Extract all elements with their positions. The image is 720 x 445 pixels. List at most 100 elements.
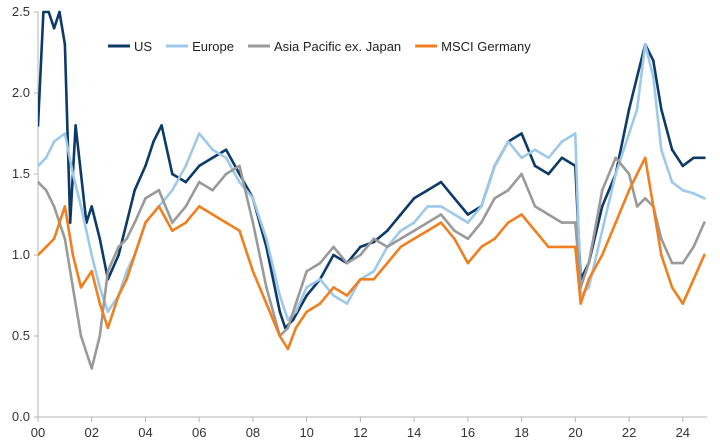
data-point [184,180,188,184]
data-point [660,148,663,151]
data-point [635,107,639,111]
x-tick-label: 12 [353,425,367,440]
data-point [560,245,564,249]
data-point [520,213,523,216]
data-point [117,245,120,249]
data-point [670,286,674,289]
series-line [38,156,706,370]
data-point [171,229,174,232]
data-point [197,180,201,184]
data-point [52,205,56,208]
data-point [614,156,617,160]
data-point [90,253,93,257]
data-point [98,334,102,338]
data-point [157,188,161,192]
data-point [71,172,75,176]
data-point [305,286,309,289]
data-point [386,229,389,232]
data-point [332,253,335,257]
data-point [345,294,349,297]
data-point [574,245,577,249]
data-point [480,245,483,249]
data-point [238,229,241,232]
legend-item: Europe [166,39,234,54]
data-point [332,245,335,249]
data-point [412,237,416,241]
data-point [466,261,470,265]
data-point [426,188,429,192]
data-point [533,164,537,168]
data-point [439,221,443,224]
x-tick-label: 08 [246,425,260,440]
data-point [345,261,349,265]
data-point [506,221,510,224]
data-point [133,253,136,257]
data-point [670,148,674,151]
data-point [71,253,75,257]
data-point [600,188,604,192]
data-point [439,180,443,184]
data-point [278,294,282,297]
data-point [79,286,83,289]
data-point [58,10,61,14]
data-point [399,245,403,249]
data-point [493,237,497,241]
data-point [184,221,188,224]
data-point [426,205,429,208]
y-tick-label: 1.5 [12,166,30,181]
data-point [547,213,550,216]
data-point [386,261,389,265]
data-point [79,205,83,208]
legend: US Europe Asia Pacific ex. Japan MSCI Germa… [108,39,531,54]
data-point [627,172,631,176]
data-point [670,180,674,184]
data-point [587,261,591,265]
data-point [286,326,290,330]
data-point [197,132,201,135]
data-point [251,269,255,273]
data-point [703,253,706,257]
data-point [171,172,174,176]
data-point [74,124,77,127]
y-tick-label: 2.5 [12,4,30,19]
data-point [426,229,429,232]
y-tick-label: 0.0 [12,409,30,424]
data-point [520,132,523,135]
data-point [286,347,290,351]
data-point [466,221,470,224]
data-point [211,213,214,216]
data-point [152,140,155,143]
data-point [627,188,631,192]
data-point [587,278,591,281]
data-point [144,221,147,224]
data-point [63,132,67,135]
data-point [547,172,550,176]
data-point [90,205,93,208]
data-point [171,221,174,224]
data-point [453,229,456,232]
data-point [345,302,349,305]
data-point [493,164,497,168]
data-point [614,221,617,224]
data-point [106,326,110,330]
x-tick-label: 14 [407,425,421,440]
data-point [291,318,295,322]
data-point [692,245,695,249]
data-point [359,253,362,257]
data-point [160,124,163,127]
data-point [251,221,255,224]
data-point [224,221,228,224]
data-point [125,269,128,273]
data-point [681,261,685,265]
data-point [692,278,695,281]
data-point [38,124,40,127]
data-point [547,245,550,249]
data-point [635,205,639,208]
data-point [90,367,93,370]
data-point [197,205,201,208]
data-point [560,140,564,143]
data-point [627,132,631,135]
data-point [98,302,102,305]
series-line [38,10,706,330]
